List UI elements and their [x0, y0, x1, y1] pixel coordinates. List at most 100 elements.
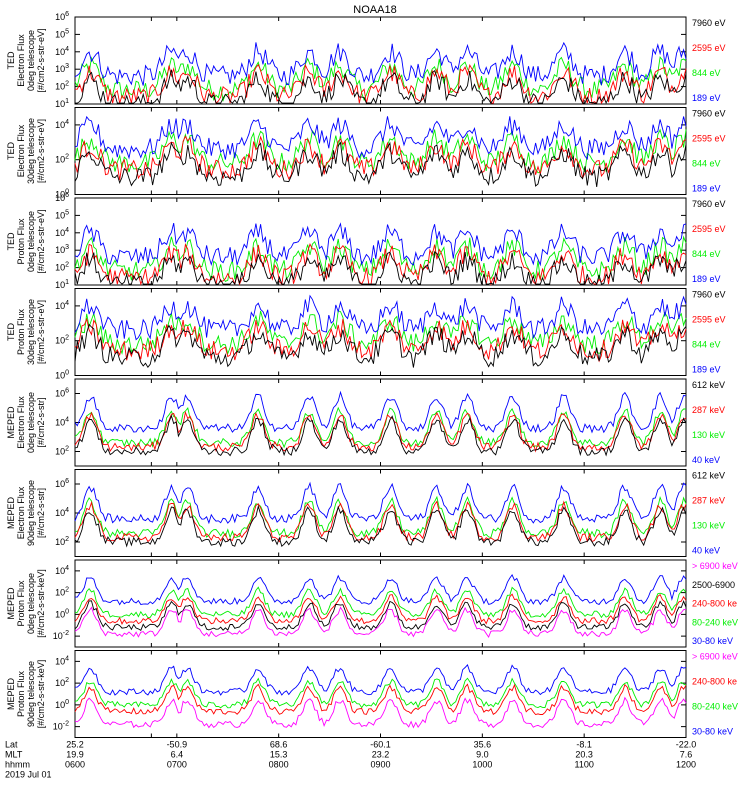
ytick-label-meped-proton-0: 104 — [55, 565, 69, 576]
ytick-label-ted-proton-0: 105 — [55, 209, 69, 220]
legend-ted-electron-30: 7960 eV — [692, 109, 726, 119]
legend-meped-electron-0: 612 keV — [692, 380, 725, 390]
series-blue-ted-electron-0 — [74, 41, 687, 86]
ylabel-meped-electron-0: 0deg telescope — [26, 392, 36, 453]
legend-meped-electron-0: 40 keV — [692, 455, 720, 465]
ytick-label-ted-proton-30: 102 — [55, 335, 69, 346]
series-green-ted-proton-30 — [74, 310, 687, 356]
xtick-label-mlt: 20.3 — [575, 750, 593, 760]
series-blue-ted-proton-30 — [74, 294, 687, 341]
legend-meped-proton-0: 2500-6900 — [692, 580, 735, 590]
legend-ted-proton-30: 844 eV — [692, 340, 721, 350]
xaxis-row-label: Lat — [5, 740, 18, 750]
series-blue-meped-electron-0 — [74, 390, 687, 434]
ytick-label-ted-proton-30: 100 — [55, 370, 69, 381]
legend-ted-proton-30: 2595 eV — [692, 315, 726, 325]
panel-frame-ted-electron-0 — [74, 16, 687, 105]
ytick-label-meped-electron-90: 104 — [55, 507, 69, 518]
ytick-label-meped-electron-0: 106 — [55, 388, 69, 399]
series-green-meped-proton-90 — [74, 677, 687, 709]
panel-frame-ted-proton-30 — [74, 288, 687, 376]
legend-meped-proton-90: 240-800 ke — [692, 677, 737, 687]
legend-meped-electron-90: 130 keV — [692, 521, 725, 531]
ylabel-meped-electron-90: Electron Flux — [16, 486, 26, 539]
legend-ted-electron-0: 189 eV — [692, 93, 721, 103]
xtick-label-lat: -50.9 — [167, 740, 188, 750]
xtick-label-hhmm: 1200 — [676, 760, 696, 770]
ytick-label-meped-proton-0: 100 — [55, 608, 69, 619]
series-green-ted-electron-0 — [74, 56, 687, 103]
series-blue-ted-proton-0 — [74, 222, 687, 267]
ytick-label-meped-proton-90: 102 — [55, 677, 69, 688]
ylabel-ted-proton-30: [#/cm2-s-str-eV] — [36, 300, 46, 364]
ytick-label-ted-electron-30: 102 — [55, 154, 69, 165]
ytick-label-meped-electron-0: 104 — [55, 417, 69, 428]
ylabel-meped-proton-90: Proton Flux — [16, 670, 26, 717]
legend-meped-proton-0: 240-800 ke — [692, 599, 737, 609]
series-red-ted-proton-0 — [74, 243, 687, 286]
ylabel-meped-electron-90: MEPED — [6, 497, 16, 530]
series-magenta-meped-proton-90 — [74, 696, 687, 729]
legend-meped-electron-90: 612 keV — [692, 471, 725, 481]
ytick-label-ted-electron-0: 104 — [55, 46, 69, 57]
ytick-label-ted-proton-0: 103 — [55, 244, 69, 255]
series-black-ted-proton-30 — [74, 323, 687, 368]
ytick-label-meped-proton-90: 104 — [55, 655, 69, 666]
series-magenta-meped-proton-0 — [74, 606, 687, 638]
ytick-label-ted-electron-0: 105 — [55, 28, 69, 39]
ylabel-ted-proton-30: 30deg telescope — [26, 299, 36, 365]
ylabel-meped-proton-90: [#/cm2-s-str-keV] — [36, 660, 46, 729]
ylabel-meped-proton-0: MEPED — [6, 587, 16, 620]
series-blue-meped-proton-0 — [74, 574, 687, 606]
ytick-label-ted-proton-0: 101 — [55, 279, 69, 290]
ytick-label-meped-proton-0: 10-2 — [53, 630, 69, 641]
legend-meped-proton-0: 30-80 keV — [692, 636, 733, 646]
series-green-meped-electron-0 — [74, 406, 686, 449]
xtick-label-lat: -8.1 — [576, 740, 592, 750]
xtick-label-hhmm: 0600 — [65, 760, 85, 770]
ylabel-ted-proton-0: TED — [6, 232, 16, 251]
ytick-label-meped-proton-90: 100 — [55, 699, 69, 710]
legend-ted-electron-0: 7960 eV — [692, 18, 726, 28]
panel-frame-meped-electron-0 — [74, 378, 687, 467]
ylabel-meped-proton-90: 90deg telescope — [26, 661, 36, 727]
xtick-label-hhmm: 1100 — [574, 760, 593, 770]
xtick-label-mlt: 23.2 — [372, 750, 390, 760]
legend-ted-proton-0: 2595 eV — [692, 224, 726, 234]
ylabel-meped-electron-90: 90deg telescope — [26, 480, 36, 546]
ylabel-ted-electron-0: Electron Flux — [16, 34, 26, 87]
ylabel-meped-electron-0: MEPED — [6, 406, 16, 439]
ylabel-ted-electron-0: 0deg telescope — [26, 30, 36, 91]
date-label: 2019 Jul 01 — [5, 770, 52, 780]
ytick-label-meped-electron-0: 102 — [55, 446, 69, 457]
xtick-label-lat: 25.2 — [66, 740, 84, 750]
xtick-label-hhmm: 0800 — [269, 760, 289, 770]
legend-ted-electron-30: 844 eV — [692, 159, 721, 169]
legend-meped-proton-90: 80-240 keV — [692, 702, 738, 712]
ytick-label-ted-proton-0: 106 — [55, 192, 69, 203]
ylabel-meped-electron-90: [#/cm2-s-str] — [36, 488, 46, 538]
series-green-meped-proton-0 — [74, 586, 687, 619]
xaxis-row-label: hhmm — [5, 760, 30, 770]
xtick-label-lat: -60.1 — [370, 740, 391, 750]
series-red-ted-proton-30 — [74, 317, 687, 363]
series-green-ted-proton-0 — [74, 235, 687, 282]
xtick-label-mlt: 9.0 — [476, 750, 489, 760]
legend-ted-proton-30: 7960 eV — [692, 290, 726, 300]
panel-frame-ted-proton-0 — [74, 197, 687, 286]
legend-meped-electron-90: 40 keV — [692, 546, 720, 556]
xtick-label-mlt: 15.3 — [270, 750, 288, 760]
ytick-label-meped-proton-90: 10-2 — [53, 721, 69, 732]
ylabel-meped-proton-0: [#/cm2-s-str-keV] — [36, 569, 46, 638]
series-green-meped-electron-90 — [74, 495, 687, 539]
ylabel-meped-electron-0: Electron Flux — [16, 396, 26, 449]
legend-meped-proton-0: > 6900 keV — [692, 561, 738, 571]
series-red-meped-proton-90 — [74, 683, 687, 716]
panel-frame-ted-electron-30 — [74, 107, 687, 195]
ylabel-ted-electron-30: 30deg telescope — [26, 118, 36, 184]
xtick-label-lat: 35.6 — [474, 740, 492, 750]
ytick-label-ted-electron-0: 102 — [55, 81, 69, 92]
legend-meped-proton-0: 80-240 keV — [692, 617, 738, 627]
xtick-label-mlt: 19.9 — [66, 750, 84, 760]
